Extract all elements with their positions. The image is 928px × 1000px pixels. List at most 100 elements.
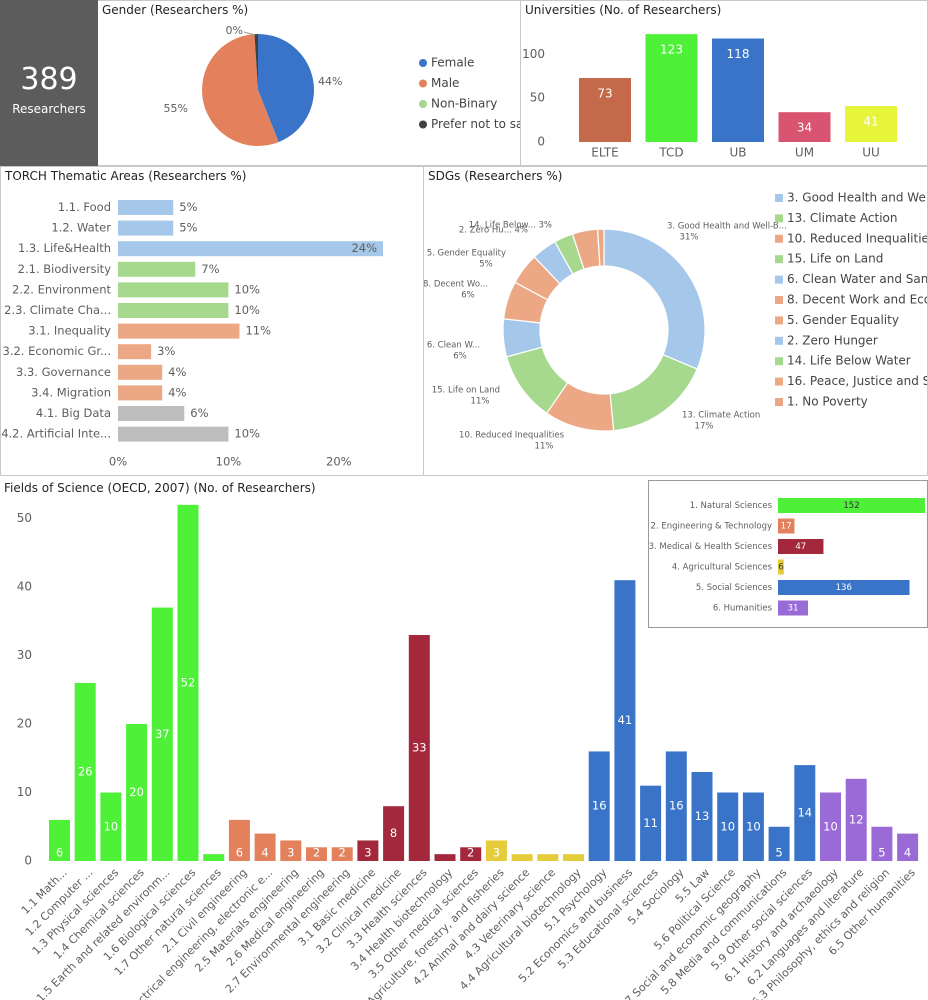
fields-chart-panel[interactable]: Fields of Science (OECD, 2007) (No. of R… xyxy=(0,476,928,1000)
summary-bar-value-1: 152 xyxy=(843,501,859,511)
summary-category-3: 3. Medical & Health Sciences xyxy=(649,542,773,552)
fields-bar-13 xyxy=(357,840,379,861)
summary-bar-value-4: 6 xyxy=(778,563,783,573)
pie-slice-male xyxy=(202,34,279,146)
fields-bar-value-12: 2 xyxy=(339,846,346,860)
legend-marker-male xyxy=(419,79,427,88)
donut-label-7-name: 5. Gender Equality xyxy=(427,249,506,259)
donut-label-6-name: 8. Decent Wo... xyxy=(423,280,488,290)
torch-bar-9 xyxy=(118,364,163,380)
bar-um xyxy=(778,112,831,142)
bar-value-tcd: 123 xyxy=(660,43,683,57)
gender-pie-chart: 44% 55% 0% Female Male Non-Binary Prefer not t… xyxy=(164,24,520,146)
sdg-legend-marker-5 xyxy=(775,275,783,284)
donut-label-7-pct: 5% xyxy=(479,260,493,270)
legend-marker-non-binary xyxy=(419,100,427,108)
torch-bar-label-8: 3% xyxy=(157,344,175,358)
torch-bar-label-6: 10% xyxy=(234,303,260,317)
sdg-legend-marker-3 xyxy=(775,234,783,243)
sdg-legend-marker-9 xyxy=(775,357,783,366)
torch-bar-label-11: 6% xyxy=(190,406,208,420)
fields-bar-value-31: 10 xyxy=(823,819,838,833)
fields-bar-value-17: 2 xyxy=(467,846,474,860)
fields-bar-7 xyxy=(203,854,225,861)
fields-bar-22 xyxy=(588,751,610,861)
pie-label-female: 44% xyxy=(318,75,342,88)
summary-category-6: 6. Humanities xyxy=(713,604,773,614)
torch-category-9: 3.3. Governance xyxy=(16,365,111,379)
donut-label-3-name: 10. Reduced Inequalities xyxy=(459,431,565,441)
fields-bar-33 xyxy=(871,826,893,861)
sdg-legend-marker-10 xyxy=(775,377,783,386)
pie-leader-line xyxy=(243,31,256,36)
fields-bar-6 xyxy=(177,504,199,861)
kpi-label: Researchers xyxy=(12,102,86,116)
bar-value-uu: 41 xyxy=(863,115,878,129)
bar-uu xyxy=(845,106,897,142)
fields-bar-34 xyxy=(897,833,919,861)
torch-chart-title: TORCH Thematic Areas (Researchers %) xyxy=(5,169,247,183)
sdg-legend-item-3: 10. Reduced Inequalities xyxy=(787,231,928,245)
torch-category-11: 4.1. Big Data xyxy=(36,406,111,420)
fields-bar-value-25: 16 xyxy=(669,799,684,813)
torch-bar-8 xyxy=(118,344,152,360)
fields-bar-21 xyxy=(563,854,584,861)
fields-summary-panel[interactable]: 1. Natural Sciences 152 2. Engineering & T… xyxy=(648,480,928,628)
fields-bar-value-1: 6 xyxy=(56,846,63,860)
universities-chart-panel[interactable]: Universities (No. of Researchers) 0 50 100… xyxy=(520,0,928,166)
fields-chart-title: Fields of Science (OECD, 2007) (No. of R… xyxy=(4,481,316,495)
fields-bar-20 xyxy=(537,854,559,861)
torch-bar-6 xyxy=(118,303,229,318)
fields-bar-value-27: 10 xyxy=(720,819,735,833)
sdgs-donut-chart: 3. Good Health and Well-B...31% 13. Clima… xyxy=(423,191,928,452)
torch-category-6: 2.3. Climate Cha... xyxy=(4,303,111,317)
y-tick-100: 100 xyxy=(522,47,545,61)
fields-bar-value-9: 4 xyxy=(261,846,268,860)
fields-bar-16 xyxy=(434,854,456,861)
researchers-kpi-card: 389 Researchers xyxy=(0,0,98,166)
sdg-legend-marker-2 xyxy=(775,214,783,223)
fields-bar-9 xyxy=(254,833,276,861)
donut-slice-1-no-poverty xyxy=(596,228,605,267)
summary-bar-value-5: 136 xyxy=(836,583,852,593)
fields-bar-value-34: 4 xyxy=(904,846,911,860)
bar-tcd xyxy=(645,34,698,143)
sdgs-chart-panel[interactable]: SDGs (Researchers %) 3. Good Health and … xyxy=(423,166,928,476)
torch-bar-label-12: 10% xyxy=(234,427,260,441)
donut-label-8: 2. Zero Hu... 4% xyxy=(459,226,528,236)
torch-bar-label-4: 7% xyxy=(201,262,219,276)
fields-bar-1 xyxy=(49,819,70,861)
sdg-legend-item-10: 16. Peace, Justice and St... xyxy=(787,374,928,388)
x-tick-ub: UB xyxy=(729,146,746,160)
torch-category-2: 1.2. Water xyxy=(51,221,111,235)
sdg-legend-item-7: 5. Gender Equality xyxy=(787,313,899,327)
torch-bar-label-5: 10% xyxy=(234,282,260,296)
torch-category-8: 3.2. Economic Gr... xyxy=(3,344,111,358)
fields-bar-23 xyxy=(614,580,636,861)
fields-bar-value-14: 8 xyxy=(390,826,397,840)
fields-bar-value-8: 6 xyxy=(236,846,243,860)
pie-slice-female xyxy=(258,34,315,143)
fields-y-tick-0: 0 xyxy=(24,854,32,868)
fields-y-tick-10: 10 xyxy=(17,785,32,799)
fields-bar-value-11: 2 xyxy=(313,846,320,860)
fields-y-tick-50: 50 xyxy=(17,511,32,525)
fields-bar-24 xyxy=(640,785,662,861)
torch-bar-label-3: 24% xyxy=(351,241,377,255)
donut-label-2-name: 13. Climate Action xyxy=(682,411,760,421)
fields-bar-value-22: 16 xyxy=(592,799,607,813)
fields-bar-value-26: 13 xyxy=(695,809,710,823)
fields-bar-value-30: 14 xyxy=(797,806,812,820)
torch-chart-panel[interactable]: TORCH Thematic Areas (Researchers %) 1.1… xyxy=(0,166,424,476)
summary-bar-4 xyxy=(778,559,784,575)
gender-chart-panel[interactable]: Gender (Researchers %) 44% 55% 0% Female Mal… xyxy=(98,0,521,166)
fields-y-tick-40: 40 xyxy=(17,580,32,594)
fields-bar-2 xyxy=(74,682,96,861)
donut-slice-3-good-health-and-wel xyxy=(603,228,706,370)
torch-category-7: 3.1. Inequality xyxy=(28,324,111,338)
y-tick-50: 50 xyxy=(530,91,545,105)
torch-bar-label-7: 11% xyxy=(245,324,271,338)
bar-ub xyxy=(712,38,764,143)
summary-bar-value-3: 47 xyxy=(795,542,806,552)
